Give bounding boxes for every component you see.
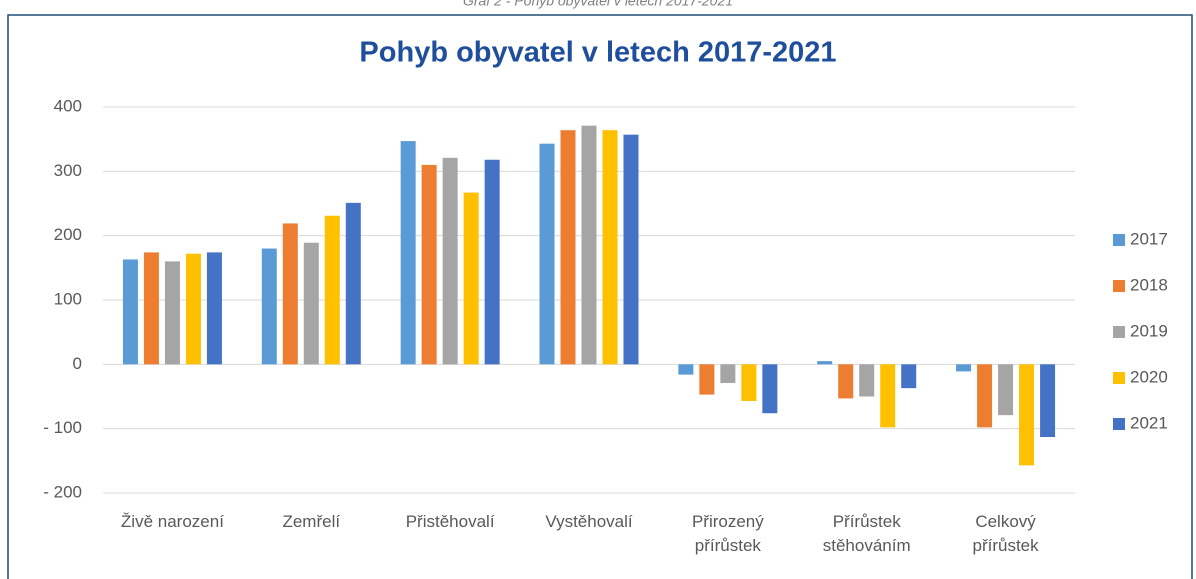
- x-tick-label: Přirozený přírůstek: [691, 512, 764, 555]
- bar: [720, 364, 736, 383]
- bar: [623, 134, 639, 365]
- bar: [838, 364, 854, 399]
- y-tick-label: 100: [54, 289, 82, 308]
- bar: [859, 364, 875, 397]
- bar: [345, 202, 361, 365]
- x-tick-label: Zemřelí: [282, 512, 341, 531]
- bar: [303, 242, 319, 365]
- legend-label: 2019: [1130, 321, 1168, 340]
- y-tick-label: - 200: [43, 482, 82, 501]
- bar: [956, 364, 972, 372]
- bar: [977, 364, 993, 428]
- bar: [817, 361, 833, 365]
- bar: [560, 130, 576, 365]
- legend-label: 2021: [1130, 413, 1168, 432]
- bar: [282, 223, 298, 365]
- x-tick-label: Přistěhovalí: [405, 512, 495, 531]
- y-tick-label: 0: [73, 354, 82, 373]
- bar: [206, 252, 222, 365]
- bar: [143, 252, 159, 365]
- bar: [324, 215, 340, 365]
- bar: [122, 259, 138, 365]
- bar: [463, 192, 479, 365]
- bar: [539, 143, 555, 365]
- bar: [164, 261, 180, 365]
- x-tick-label: Živě narození: [120, 512, 224, 531]
- x-tick-label: Vystěhovalí: [545, 512, 633, 531]
- chart-title: Pohyb obyvatel v letech 2017-2021: [359, 37, 836, 69]
- bar: [400, 141, 416, 365]
- bar: [699, 364, 715, 395]
- x-tick-label: Přírůstek stěhováním: [822, 512, 911, 555]
- bar: [442, 157, 458, 365]
- bar: [185, 253, 201, 365]
- legend-swatch: [1113, 234, 1125, 246]
- y-tick-label: 400: [54, 96, 82, 115]
- chart-frame: [7, 14, 1193, 579]
- bar: [880, 364, 896, 428]
- legend-swatch: [1113, 418, 1125, 430]
- bar: [741, 364, 757, 402]
- bar: [998, 364, 1014, 416]
- bar: [581, 125, 597, 365]
- caption: Graf 2 - Pohyb obyvatel v letech 2017-20…: [463, 0, 733, 9]
- bar: [421, 164, 437, 365]
- legend-label: 2018: [1130, 275, 1168, 294]
- legend-swatch: [1113, 280, 1125, 292]
- y-tick-label: - 100: [43, 418, 82, 437]
- y-tick-label: 300: [54, 161, 82, 180]
- x-tick-label: Celkový přírůstek: [972, 512, 1039, 555]
- bar: [678, 364, 694, 375]
- bar: [901, 364, 917, 389]
- bar: [1040, 364, 1056, 438]
- legend-swatch: [1113, 372, 1125, 384]
- legend-label: 2017: [1130, 229, 1168, 248]
- bar: [602, 130, 618, 365]
- legend-swatch: [1113, 326, 1125, 338]
- bar: [484, 159, 500, 365]
- y-tick-label: 200: [54, 225, 82, 244]
- bar: [1019, 364, 1035, 466]
- bar: [261, 248, 277, 365]
- legend-label: 2020: [1130, 367, 1168, 386]
- bar: [762, 364, 778, 414]
